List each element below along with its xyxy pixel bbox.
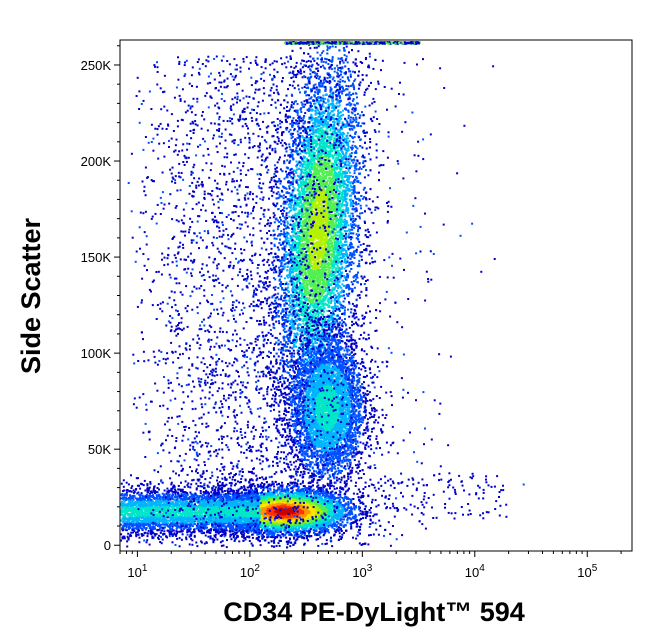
x-axis-title: CD34 PE-DyLight™ 594 [223, 597, 525, 627]
y-tick-label: 50K [88, 442, 111, 457]
y-tick-label: 100K [81, 346, 112, 361]
y-tick-label: 150K [81, 250, 112, 265]
x-tick-label: 103 [352, 563, 372, 580]
y-tick-label: 0 [104, 538, 111, 553]
y-tick-label: 200K [81, 154, 112, 169]
density-points [120, 41, 525, 549]
x-tick-label: 104 [465, 563, 485, 580]
y-tick-label: 250K [81, 58, 112, 73]
plot-background [120, 40, 632, 551]
y-axis-title: Side Scatter [16, 217, 46, 374]
x-tick-label: 105 [577, 563, 597, 580]
x-tick-label: 101 [127, 563, 147, 580]
x-tick-label: 102 [240, 563, 260, 580]
y-axis: 0 50K 100K 150K 200K 250K [81, 45, 120, 553]
x-axis: 101 102 103 104 105 [119, 551, 622, 580]
